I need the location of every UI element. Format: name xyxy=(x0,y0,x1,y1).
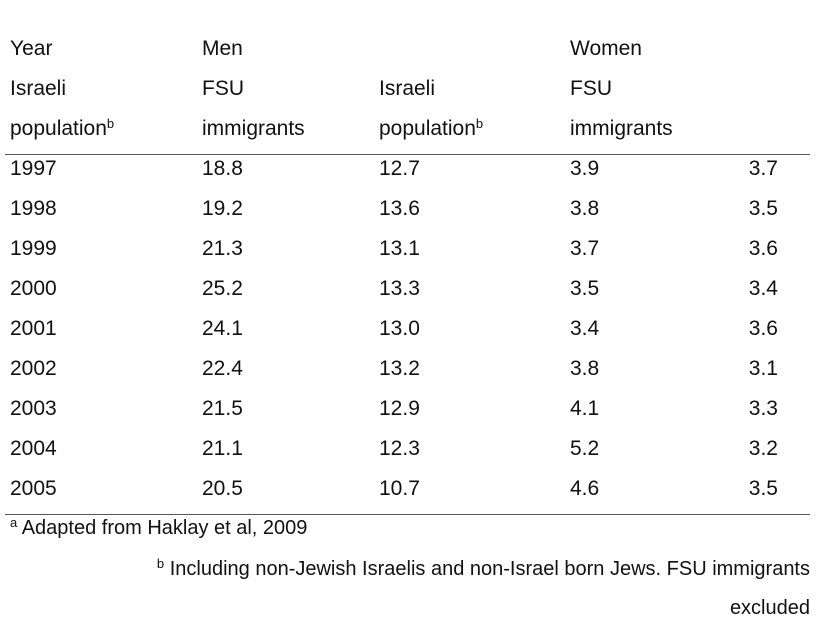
cell-men-fsu: 10.7 xyxy=(379,477,420,500)
cell-women-israeli: 4.6 xyxy=(570,477,600,500)
footnote-b-line1: b Including non-Jewish Israelis and non-… xyxy=(156,556,810,581)
header-year: Year xyxy=(10,37,53,60)
footnote-b-line2: excluded xyxy=(729,597,810,619)
header-col0-line2: Israeli xyxy=(10,77,67,100)
cell-men-israeli: 21.3 xyxy=(202,237,243,260)
cell-women-fsu: 3.2 xyxy=(748,437,778,460)
cell-men-fsu: 12.3 xyxy=(379,437,420,460)
cell-men-fsu: 13.2 xyxy=(379,357,420,380)
cell-men-israeli: 24.1 xyxy=(202,317,243,340)
cell-year: 2002 xyxy=(10,357,57,380)
cell-men-fsu: 13.6 xyxy=(379,197,420,220)
cell-women-fsu: 3.6 xyxy=(748,317,778,340)
cell-women-israeli: 3.8 xyxy=(570,357,600,380)
cell-women-fsu: 3.4 xyxy=(748,277,778,300)
cell-women-israeli: 3.5 xyxy=(570,277,600,300)
header-men: Men xyxy=(202,37,243,60)
footnote-b-ref: b xyxy=(475,116,484,131)
cell-women-israeli: 3.9 xyxy=(570,157,600,180)
cell-men-israeli: 21.5 xyxy=(202,397,243,420)
cell-men-israeli: 19.2 xyxy=(202,197,243,220)
cell-women-fsu: 3.6 xyxy=(748,237,778,260)
header-rule xyxy=(5,154,810,155)
cell-women-fsu: 3.3 xyxy=(748,397,778,420)
cell-year: 2000 xyxy=(10,277,57,300)
footnote-a: a Adapted from Haklay et al, 2009 xyxy=(10,515,308,540)
header-col3-line2: FSU xyxy=(570,77,612,100)
cell-men-fsu: 13.3 xyxy=(379,277,420,300)
cell-year: 1997 xyxy=(10,157,57,180)
cell-year: 2003 xyxy=(10,397,57,420)
cell-women-fsu: 3.1 xyxy=(748,357,778,380)
footnote-a-text: Adapted from Haklay et al, 2009 xyxy=(21,517,308,539)
cell-men-fsu: 12.7 xyxy=(379,157,420,180)
cell-men-fsu: 12.9 xyxy=(379,397,420,420)
header-col1-line3: immigrants xyxy=(202,117,305,140)
table-bottom-rule xyxy=(5,514,810,515)
header-col2-text: population xyxy=(379,117,476,140)
cell-women-fsu: 3.7 xyxy=(748,157,778,180)
cell-year: 2001 xyxy=(10,317,57,340)
header-col3-line3: immigrants xyxy=(570,117,673,140)
cell-men-fsu: 13.0 xyxy=(379,317,420,340)
cell-men-fsu: 13.1 xyxy=(379,237,420,260)
cell-year: 1999 xyxy=(10,237,57,260)
cell-year: 2005 xyxy=(10,477,57,500)
footnote-a-mark: a xyxy=(10,515,18,530)
cell-men-israeli: 18.8 xyxy=(202,157,243,180)
cell-year: 1998 xyxy=(10,197,57,220)
cell-women-israeli: 3.8 xyxy=(570,197,600,220)
header-col1-line2: FSU xyxy=(202,77,244,100)
cell-men-israeli: 25.2 xyxy=(202,277,243,300)
cell-year: 2004 xyxy=(10,437,57,460)
cell-men-israeli: 22.4 xyxy=(202,357,243,380)
header-women: Women xyxy=(570,37,642,60)
cell-men-israeli: 21.1 xyxy=(202,437,243,460)
header-col2-line3: populationb xyxy=(379,116,484,141)
header-col0-text: population xyxy=(10,117,107,140)
cell-women-israeli: 3.7 xyxy=(570,237,600,260)
cell-women-israeli: 3.4 xyxy=(570,317,600,340)
cell-women-israeli: 4.1 xyxy=(570,397,600,420)
cell-women-fsu: 3.5 xyxy=(748,477,778,500)
footnote-b-mark: b xyxy=(156,556,165,571)
cell-women-israeli: 5.2 xyxy=(570,437,600,460)
cell-women-fsu: 3.5 xyxy=(748,197,778,220)
footnote-b-text: Including non-Jewish Israelis and non-Is… xyxy=(169,558,810,580)
header-col2-line2: Israeli xyxy=(379,77,436,100)
header-col0-line3: populationb xyxy=(10,116,115,141)
cell-men-israeli: 20.5 xyxy=(202,477,243,500)
footnote-b-ref: b xyxy=(106,116,115,131)
